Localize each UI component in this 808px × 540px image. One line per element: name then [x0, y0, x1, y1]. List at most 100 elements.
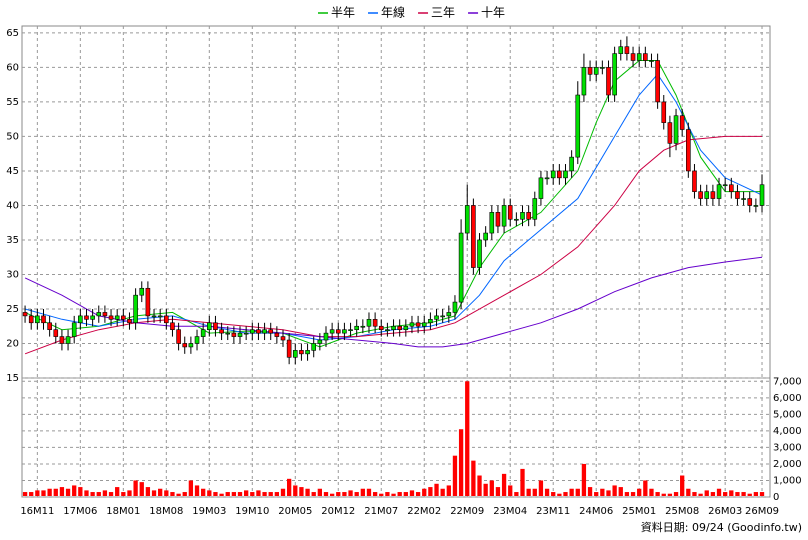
- volume-bar: [391, 493, 396, 496]
- candle-body: [747, 198, 753, 206]
- x-tick-label: 26M03: [708, 506, 742, 517]
- candle-body: [323, 332, 329, 341]
- x-tick-label: 24M06: [579, 506, 613, 517]
- volume-bar: [207, 490, 212, 496]
- candle-body: [139, 287, 145, 296]
- volume-bar: [704, 490, 709, 496]
- volume-bar: [667, 493, 673, 496]
- volume-bar: [415, 492, 421, 496]
- x-tick-label: 22M09: [450, 506, 484, 517]
- volume-bar: [336, 492, 341, 496]
- candle-body: [698, 191, 703, 199]
- volume-bar: [385, 492, 390, 496]
- volume-bar: [649, 488, 654, 496]
- volume-bar: [274, 492, 280, 496]
- volume-bar: [655, 492, 660, 496]
- candle-body: [102, 312, 108, 317]
- x-tick-label: 23M11: [536, 506, 570, 517]
- candle-body: [471, 205, 476, 268]
- volume-bar: [698, 493, 703, 496]
- volume-bar: [581, 463, 587, 496]
- candle-body: [84, 315, 89, 320]
- volume-bar: [452, 455, 458, 496]
- volume-bar: [286, 478, 292, 496]
- volume-bar: [514, 492, 519, 496]
- volume-bar: [133, 480, 138, 496]
- candle-body: [569, 156, 574, 172]
- volume-bar: [53, 488, 58, 496]
- candle-body: [335, 329, 341, 334]
- candle-body: [28, 315, 34, 324]
- volume-bar: [520, 468, 525, 496]
- x-tick-label: 22M02: [407, 506, 441, 517]
- candle-body: [557, 170, 562, 179]
- volume-bar: [372, 492, 378, 496]
- candle-body: [563, 170, 568, 179]
- volume-bar: [182, 492, 187, 496]
- candle-body: [354, 325, 359, 330]
- candle-body: [544, 177, 550, 180]
- volume-bar: [538, 480, 544, 496]
- candle-body: [710, 191, 716, 199]
- x-tick-label: 20M12: [321, 506, 355, 517]
- volume-bar: [630, 492, 636, 496]
- volume-bar: [354, 492, 359, 496]
- volume-bar: [673, 492, 679, 496]
- y2-tick-label: 1,000: [773, 475, 802, 486]
- y-tick-label: 45: [6, 166, 19, 177]
- candle-body: [299, 350, 304, 355]
- candle-body: [612, 53, 617, 96]
- volume-bar: [35, 490, 40, 496]
- volume-bar: [84, 490, 89, 496]
- candle-body: [667, 122, 673, 144]
- candle-body: [348, 329, 353, 331]
- candle-body: [176, 329, 181, 344]
- candle-body: [587, 67, 593, 75]
- candle-body: [391, 325, 396, 330]
- volume-bar: [65, 488, 71, 496]
- volume-bar: [360, 488, 365, 496]
- volume-bar: [594, 492, 599, 496]
- candle-body: [753, 205, 759, 207]
- volume-bar: [72, 485, 77, 496]
- candle-body: [649, 60, 654, 62]
- volume-bar: [299, 487, 304, 496]
- legend-label: 年線: [381, 5, 405, 20]
- candle-body: [415, 322, 421, 327]
- candle-body: [704, 191, 710, 199]
- volume-bar: [569, 488, 574, 496]
- volume-bar: [422, 488, 427, 496]
- volume-bar: [342, 492, 347, 496]
- volume-bar: [379, 493, 384, 496]
- candle-body: [96, 312, 102, 317]
- x-tick-label: 18M01: [106, 506, 140, 517]
- footnote: 資料日期: 09/24 (Goodinfo.tw): [641, 520, 802, 534]
- candle-body: [41, 315, 46, 324]
- volume-bar: [59, 487, 65, 496]
- volume-bar: [188, 480, 194, 496]
- candle-body: [550, 170, 556, 179]
- y-tick-label: 50: [6, 131, 19, 142]
- candle-body: [409, 322, 415, 327]
- volume-bar: [465, 381, 470, 496]
- x-tick-label: 16M11: [20, 506, 54, 517]
- candle-body: [636, 53, 642, 61]
- volume-bar: [237, 492, 243, 496]
- candle-body: [90, 315, 95, 320]
- candle-body: [47, 322, 52, 330]
- volume-bar: [575, 488, 580, 496]
- volume-bar: [293, 485, 298, 496]
- candle-body: [262, 329, 267, 334]
- volume-bar: [397, 492, 402, 496]
- candle-body: [305, 350, 310, 355]
- candle-body: [360, 325, 366, 328]
- candle-body: [133, 294, 138, 324]
- volume-bar: [643, 480, 648, 496]
- candle-body: [378, 325, 384, 330]
- candle-body: [78, 315, 83, 324]
- candle-body: [372, 319, 378, 327]
- candle-body: [231, 332, 237, 337]
- volume-bar: [348, 490, 353, 496]
- volume-bar: [96, 492, 101, 496]
